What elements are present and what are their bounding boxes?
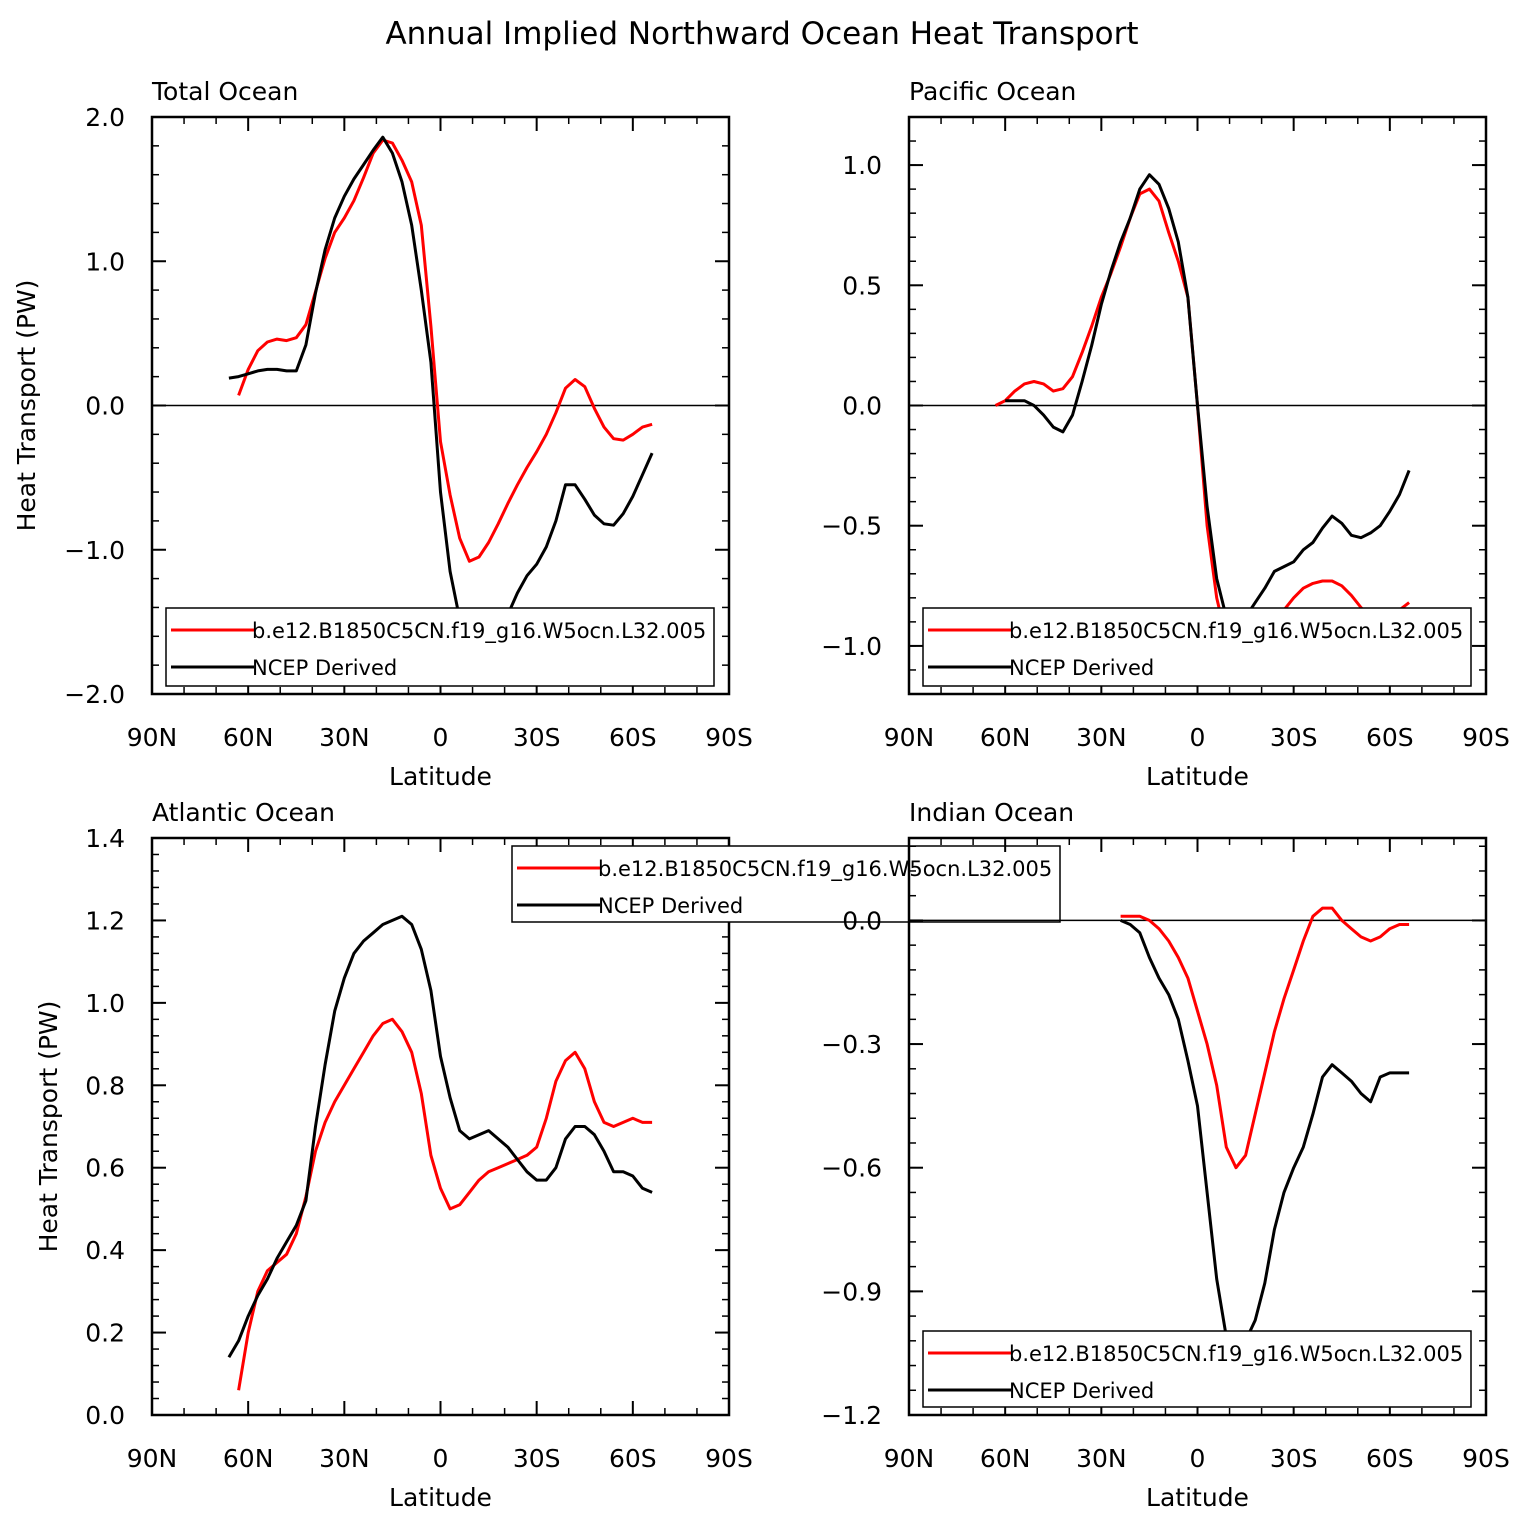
- x-axis-label: Latitude: [389, 762, 492, 791]
- panel-title: Atlantic Ocean: [152, 798, 335, 827]
- y-tick-label: 0.2: [85, 1319, 125, 1348]
- x-tick-label: 60S: [1366, 1444, 1414, 1473]
- legend-ncep-label: NCEP Derived: [598, 894, 743, 918]
- x-tick-label: 90N: [127, 723, 178, 752]
- panel-title: Total Ocean: [151, 77, 298, 106]
- y-tick-label: −1.0: [64, 536, 125, 565]
- y-tick-label: −0.9: [821, 1277, 882, 1306]
- legend-model-label: b.e12.B1850C5CN.f19_g16.W5ocn.L32.005: [252, 619, 706, 644]
- x-tick-label: 90S: [705, 723, 753, 752]
- y-tick-label: 1.2: [85, 906, 125, 935]
- y-tick-label: 2.0: [85, 103, 125, 132]
- y-tick-label: 0.4: [85, 1236, 125, 1265]
- x-tick-label: 0: [433, 1444, 449, 1473]
- y-tick-label: −0.6: [821, 1154, 882, 1183]
- x-tick-label: 0: [433, 723, 449, 752]
- legend: b.e12.B1850C5CN.f19_g16.W5ocn.L32.005 NCE…: [165, 607, 715, 687]
- legend-box: [922, 607, 1472, 687]
- y-tick-label: 1.4: [85, 824, 125, 853]
- panels: Total Ocean −2.0 −1.0 0.0 1.0 2.0 90N 60N 30N 0 30…: [12, 77, 1510, 1512]
- x-tick-label: 60S: [609, 723, 657, 752]
- model-series-line: [1120, 906, 1410, 1170]
- x-tick-label: 90S: [705, 1444, 753, 1473]
- legend-model-label: b.e12.B1850C5CN.f19_g16.W5ocn.L32.005: [598, 857, 1052, 882]
- x-tick-label: 60S: [609, 1444, 657, 1473]
- x-tick-label: 60N: [223, 723, 274, 752]
- x-axis-label: Latitude: [1146, 1483, 1249, 1512]
- x-tick-label: 30S: [513, 1444, 561, 1473]
- legend: b.e12.B1850C5CN.f19_g16.W5ocn.L32.005 NCE…: [511, 845, 1061, 923]
- legend: b.e12.B1850C5CN.f19_g16.W5ocn.L32.005 NCE…: [922, 607, 1472, 687]
- y-tick-label: 1.0: [85, 989, 125, 1018]
- y-tick-label: 1.0: [85, 247, 125, 276]
- y-tick-label: −0.3: [821, 1030, 882, 1059]
- x-tick-label: 90N: [884, 1444, 935, 1473]
- y-axis-label: Heat Transport (PW): [34, 1001, 63, 1253]
- x-tick-label: 30S: [513, 723, 561, 752]
- x-tick-label: 30N: [1076, 1444, 1127, 1473]
- x-tick-label: 60N: [980, 1444, 1031, 1473]
- legend-ncep-label: NCEP Derived: [1009, 1379, 1154, 1403]
- figure-title: Annual Implied Northward Ocean Heat Tran…: [385, 16, 1138, 52]
- x-tick-label: 30N: [319, 1444, 370, 1473]
- x-tick-label: 60N: [223, 1444, 274, 1473]
- panel-1: Pacific Ocean −1.0 −0.5 0.0 0.5 1.0 90N 60N 30N 0…: [821, 77, 1510, 791]
- y-tick-label: 0.0: [85, 1401, 125, 1430]
- x-tick-label: 60S: [1366, 723, 1414, 752]
- model-series-line: [237, 138, 653, 563]
- legend-ncep-label: NCEP Derived: [1009, 656, 1154, 680]
- panel-2: Atlantic Ocean 0.0 0.2 0.4 0.6 0.8 1.0 1.2 1.4 90…: [34, 798, 1061, 1512]
- panel-title: Indian Ocean: [909, 798, 1074, 827]
- x-tick-label: 90N: [127, 1444, 178, 1473]
- panel-0: Total Ocean −2.0 −1.0 0.0 1.0 2.0 90N 60N 30N 0 30…: [12, 77, 753, 791]
- x-tick-label: 60N: [980, 723, 1031, 752]
- y-tick-label: 0.0: [842, 906, 882, 935]
- ncep-series-line: [1120, 919, 1410, 1355]
- x-tick-label: 30S: [1270, 1444, 1318, 1473]
- y-tick-label: 0.6: [85, 1154, 125, 1183]
- x-tick-label: 30N: [1076, 723, 1127, 752]
- y-tick-label: −2.0: [64, 680, 125, 709]
- x-tick-label: 0: [1190, 723, 1206, 752]
- ncep-series-line: [228, 135, 654, 650]
- x-tick-label: 90S: [1462, 723, 1510, 752]
- y-tick-label: 0.5: [842, 271, 882, 300]
- legend-ncep-label: NCEP Derived: [252, 656, 397, 680]
- y-tick-label: −0.5: [821, 512, 882, 541]
- y-tick-label: 0.0: [85, 392, 125, 421]
- x-tick-label: 30N: [319, 723, 370, 752]
- y-tick-label: 1.0: [842, 151, 882, 180]
- x-tick-label: 90N: [884, 723, 935, 752]
- ncep-series-line: [227, 914, 653, 1359]
- legend: b.e12.B1850C5CN.f19_g16.W5ocn.L32.005 NCE…: [922, 1330, 1472, 1408]
- x-tick-label: 0: [1190, 1444, 1206, 1473]
- y-axis-label: Heat Transport (PW): [12, 280, 41, 532]
- legend-model-label: b.e12.B1850C5CN.f19_g16.W5ocn.L32.005: [1009, 619, 1463, 644]
- y-tick-label: −1.2: [821, 1401, 882, 1430]
- y-tick-label: 0.8: [85, 1071, 125, 1100]
- legend-box: [165, 607, 715, 687]
- ncep-series-line: [1005, 173, 1411, 631]
- legend-model-label: b.e12.B1850C5CN.f19_g16.W5ocn.L32.005: [1009, 1342, 1463, 1367]
- y-tick-label: −1.0: [821, 632, 882, 661]
- legend-box: [511, 845, 1061, 923]
- y-tick-label: 0.0: [842, 392, 882, 421]
- x-tick-label: 90S: [1462, 1444, 1510, 1473]
- panel-3: Indian Ocean −1.2 −0.9 −0.6 −0.3 0.0 90N 60N 30N…: [821, 798, 1510, 1512]
- legend-box: [922, 1330, 1472, 1408]
- x-tick-label: 30S: [1270, 723, 1318, 752]
- x-axis-label: Latitude: [1146, 762, 1249, 791]
- panel-title: Pacific Ocean: [909, 77, 1076, 106]
- x-axis-label: Latitude: [389, 1483, 492, 1512]
